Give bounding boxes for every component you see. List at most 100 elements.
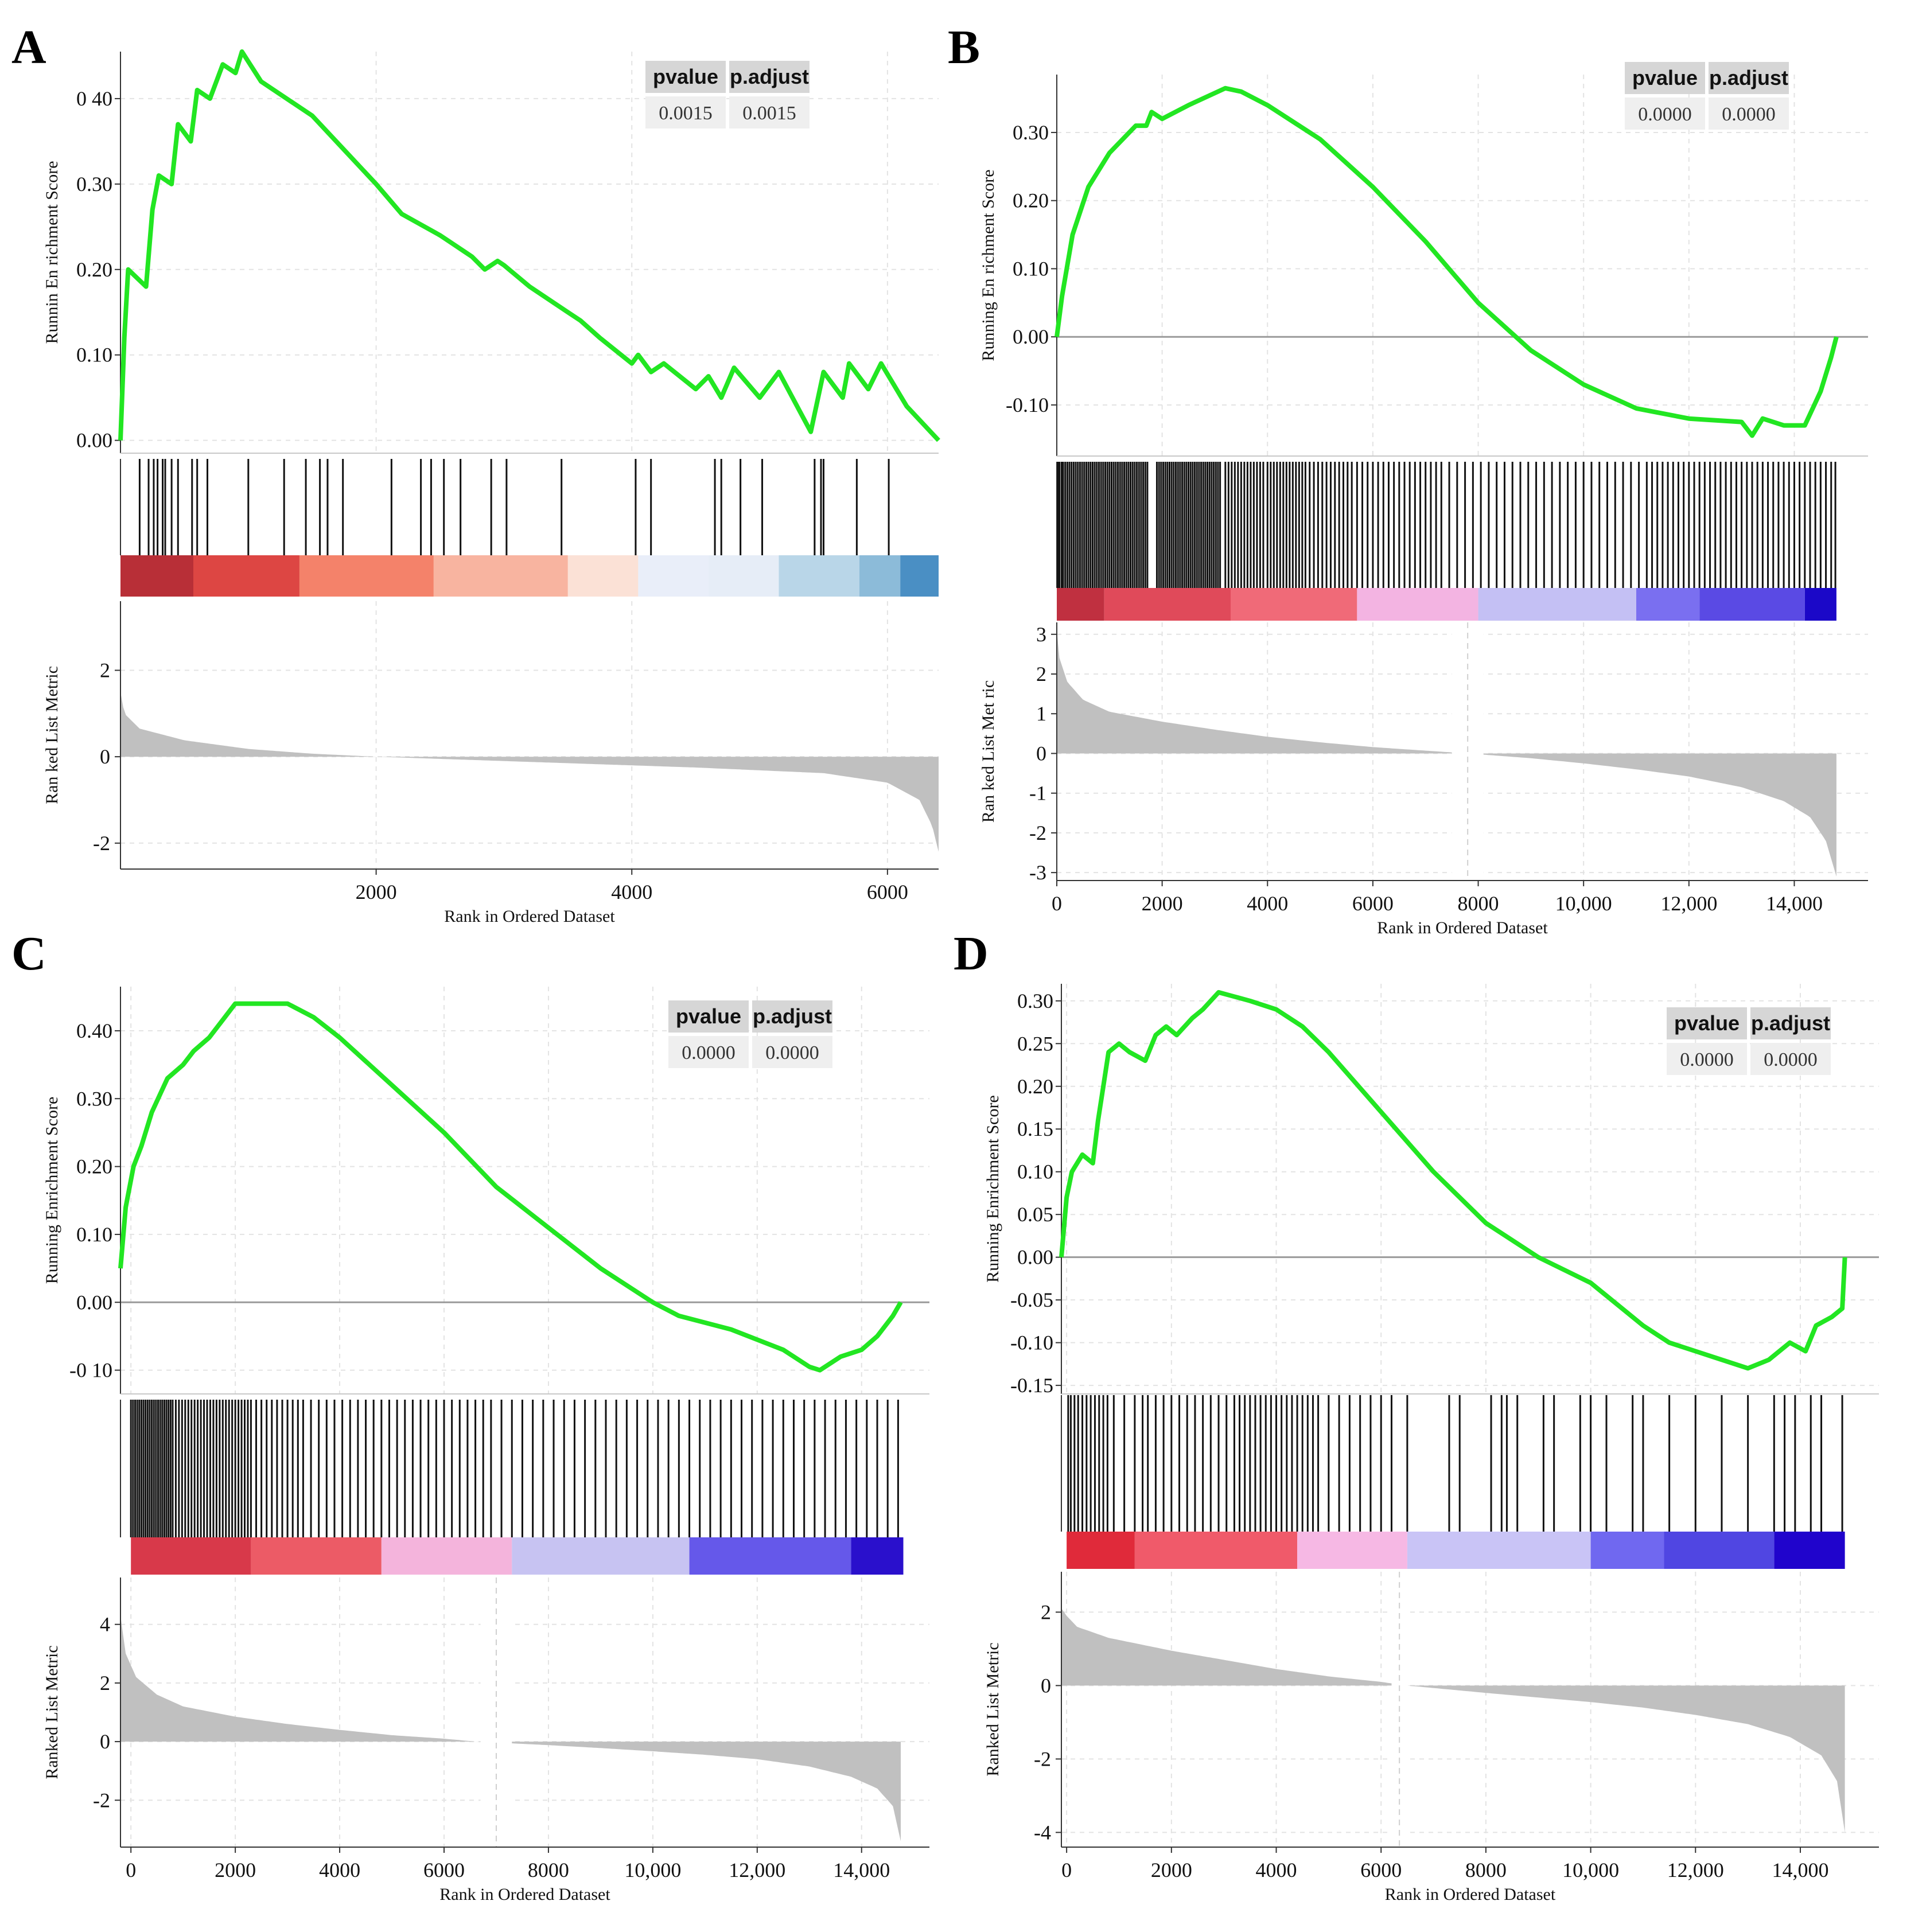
y-tick-label: 1 xyxy=(1036,702,1046,725)
x-tick-label: 6000 xyxy=(867,881,908,903)
stats-value-cell xyxy=(1709,98,1789,130)
x-tick-label: 2000 xyxy=(1142,892,1183,915)
x-tick-label: 4000 xyxy=(611,881,652,903)
heat-segment xyxy=(1357,588,1478,621)
stats-value-1: 0.0000 xyxy=(1764,1049,1818,1070)
ranked-metric-plot: -2 0 2 4 0 2000 4000 6000 8000 10,000 12,000 14,000… xyxy=(42,1577,929,1904)
x-tick-label: 4000 xyxy=(1256,1859,1297,1882)
x-tick-label: 4000 xyxy=(319,1859,360,1882)
metric-axis-label: Ranked List Metric xyxy=(42,1645,61,1779)
y-tick-label: -1 xyxy=(1029,782,1046,805)
stats-table: pvalue 0.0000 p.adjust 0.0000 xyxy=(1667,1007,1831,1075)
metric-area xyxy=(120,1615,901,1841)
heat-segment xyxy=(299,555,434,597)
y-tick-label: 0.25 xyxy=(1017,1032,1053,1055)
y-tick-label: -4 xyxy=(1034,1821,1051,1844)
y-tick-label: 2 xyxy=(1036,663,1046,685)
y-tick-label: 2 xyxy=(100,1672,110,1695)
y-tick-label: 0.05 xyxy=(1017,1203,1053,1226)
panel-c: C -0 10 0.00 0.10 0.20 0.30 0.40 Running Enrich… xyxy=(11,927,929,1904)
stats-value-0: 0.0000 xyxy=(682,1042,736,1064)
x-tick-label: 0 xyxy=(1052,892,1062,915)
y-tick-label: 0.30 xyxy=(1013,121,1049,144)
x-tick-label: 2000 xyxy=(1151,1859,1192,1882)
heat-segment xyxy=(851,1537,904,1575)
y-tick-label: 0.00 xyxy=(76,1291,112,1314)
y-tick-label: 0.10 xyxy=(1017,1160,1053,1183)
stats-table: pvalue 0.0000 p.adjust 0.0000 xyxy=(1625,62,1789,130)
heat-segment xyxy=(120,555,194,597)
y-tick-label: -0 10 xyxy=(69,1359,112,1382)
stats-header-cell xyxy=(1750,1007,1831,1039)
y-tick-label: 0.30 xyxy=(1017,990,1053,1012)
stats-header-0: pvalue xyxy=(653,65,718,88)
heat-segment xyxy=(381,1537,512,1575)
stats-table: pvalue 0.0000 p.adjust 0.0000 xyxy=(668,1000,832,1068)
ranked-metric-plot: -3 -2 -1 0 1 2 3 0 2000 4000 6000 8000 10,000 12,000 1… xyxy=(979,622,1868,937)
rank-heat-strip xyxy=(131,1537,904,1575)
heat-segment xyxy=(638,555,709,597)
enrichment-curve xyxy=(1059,990,1847,1371)
enrichment-curve xyxy=(1055,85,1839,438)
y-tick-label: 0 xyxy=(1036,742,1046,765)
ranked-metric-plot: -4 -2 0 2 0 2000 4000 6000 8000 10,000 12,000 14,00… xyxy=(983,1572,1879,1904)
heat-segment xyxy=(708,555,779,597)
y-tick-label: -2 xyxy=(93,1789,110,1812)
stats-header-0: pvalue xyxy=(676,1004,741,1028)
heat-segment xyxy=(1590,1532,1664,1569)
x-tick-label: 14,000 xyxy=(833,1859,890,1882)
stats-value-0: 0.0000 xyxy=(1638,104,1692,125)
heat-segment xyxy=(251,1537,382,1575)
heat-segment xyxy=(131,1537,251,1575)
y-tick-label: 0.10 xyxy=(76,344,112,367)
y-tick-label: 0 40 xyxy=(76,87,112,110)
stats-value-cell xyxy=(645,96,726,128)
stats-table: pvalue 0.0015 p.adjust 0.0015 xyxy=(645,61,810,128)
stats-header-cell xyxy=(1667,1007,1747,1039)
x-tick-label: 8000 xyxy=(528,1859,569,1882)
panel-letter: A xyxy=(11,21,46,74)
panel-d: D -0.15 -0.10 -0.05 0.00 0.05 0.10 0.15 0.20 0.25… xyxy=(954,927,1879,1904)
heat-segment xyxy=(1134,1532,1298,1569)
x-axis-label: Rank in Ordered Dataset xyxy=(439,1885,610,1904)
heat-segment xyxy=(567,555,639,597)
es-axis-label: Running Enrichment Score xyxy=(42,1097,61,1284)
panel-a: A 0.00 0.10 0.20 0.30 0 40 Runnin En richment … xyxy=(11,21,940,926)
metric-axis-label: Ran ked List Met ric xyxy=(979,680,998,823)
stats-value-1: 0.0015 xyxy=(742,103,796,124)
enrichment-score-plot: 0.00 0.10 0.20 0.30 0 40 Runnin En richment S… xyxy=(42,49,940,454)
y-tick-label: 0.20 xyxy=(76,1155,112,1178)
y-tick-label: 4 xyxy=(100,1613,110,1636)
y-tick-label: 0.20 xyxy=(1017,1075,1053,1098)
y-tick-label: -2 xyxy=(93,832,110,855)
rank-heat-strip xyxy=(1057,588,1836,621)
heat-segment xyxy=(900,555,939,597)
stats-header-1: p.adjust xyxy=(1709,66,1788,89)
y-tick-label: -2 xyxy=(1034,1747,1051,1770)
y-tick-label: 0 xyxy=(100,1730,110,1753)
stats-header-cell xyxy=(729,61,810,93)
stats-value-cell xyxy=(1750,1043,1831,1075)
stats-header-cell xyxy=(1709,62,1789,94)
heat-segment xyxy=(1104,588,1231,621)
y-tick-label: 0.10 xyxy=(76,1223,112,1246)
y-tick-label: 0.20 xyxy=(76,258,112,281)
stats-value-cell xyxy=(1667,1043,1747,1075)
heat-segment xyxy=(859,555,901,597)
stats-header-cell xyxy=(752,1000,832,1033)
heat-segment xyxy=(779,555,859,597)
stats-header-1: p.adjust xyxy=(730,65,809,88)
y-tick-label: -0.15 xyxy=(1010,1374,1053,1397)
gene-hit-marks xyxy=(1061,1395,1843,1532)
stats-value-1: 0.0000 xyxy=(1722,104,1776,125)
x-tick-label: 10,000 xyxy=(1555,892,1612,915)
heat-segment xyxy=(1407,1532,1591,1569)
heat-segment xyxy=(1067,1532,1135,1569)
x-axis-label: Rank in Ordered Dataset xyxy=(1377,918,1548,937)
metric-area xyxy=(1061,1608,1845,1833)
y-tick-label: 0.10 xyxy=(1013,257,1049,280)
y-tick-label: 0.00 xyxy=(1013,325,1049,348)
heat-segment xyxy=(1057,588,1104,621)
stats-value-1: 0.0000 xyxy=(765,1042,819,1064)
panel-letter: B xyxy=(948,21,980,74)
